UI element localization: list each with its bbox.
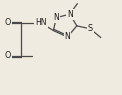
Text: N: N bbox=[53, 13, 59, 22]
Text: HN: HN bbox=[35, 18, 47, 27]
Text: O: O bbox=[4, 51, 11, 60]
Text: S: S bbox=[88, 24, 93, 33]
Text: N: N bbox=[67, 10, 73, 19]
Text: N: N bbox=[65, 32, 70, 42]
Text: O: O bbox=[4, 18, 11, 27]
